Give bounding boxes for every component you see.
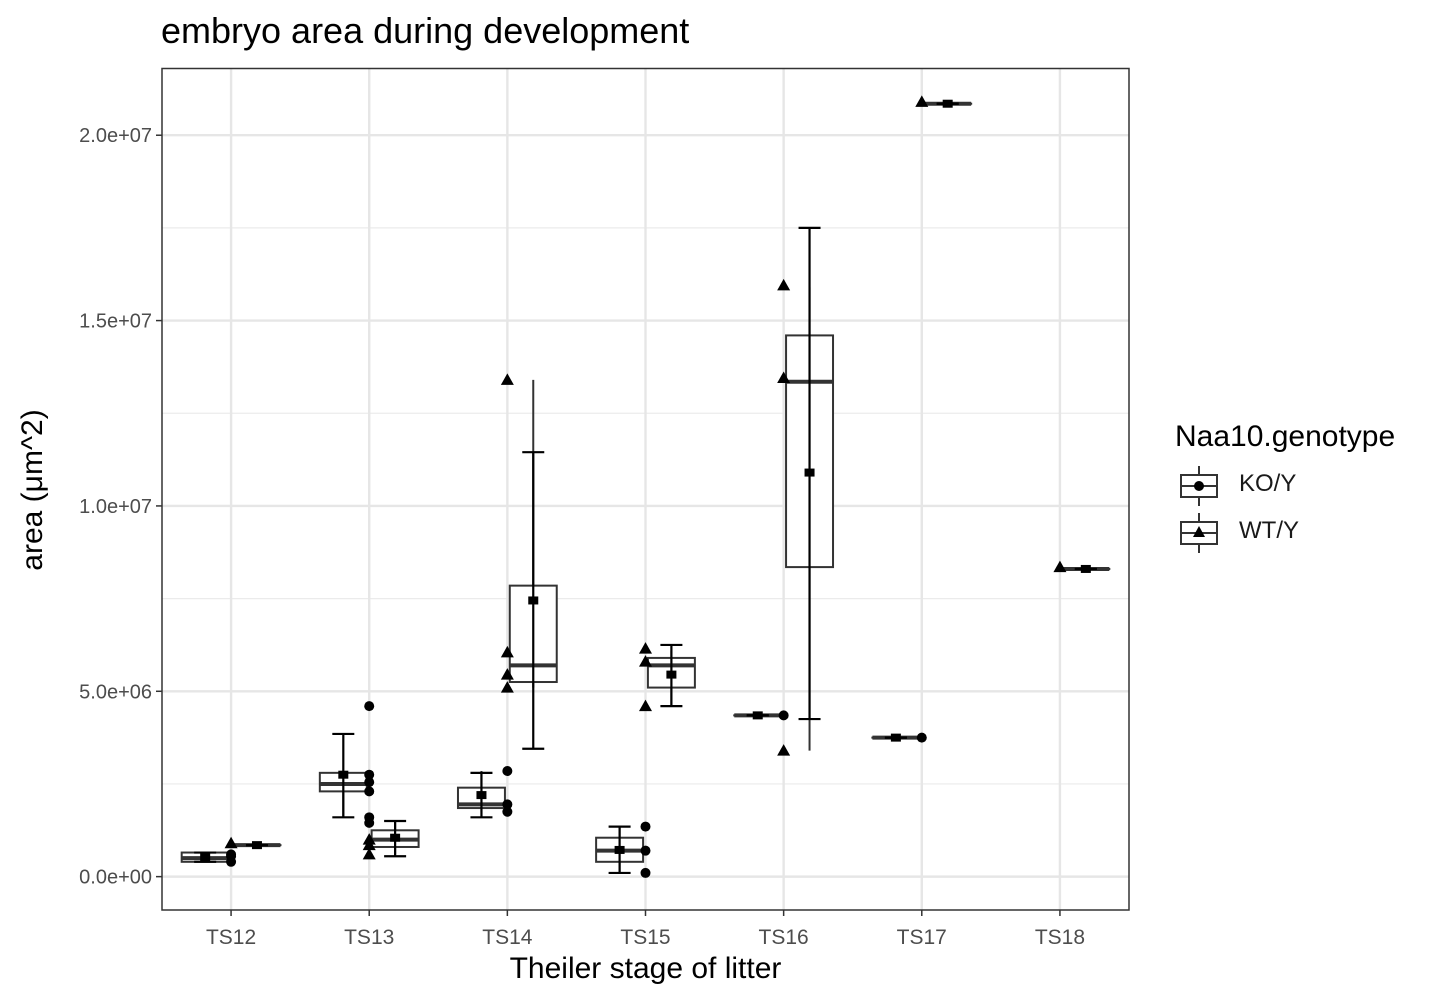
data-point-wt [1053, 560, 1067, 573]
box-koy-ts16 [733, 711, 783, 720]
axis-layer: 0.0e+00 5.0e+06 1.0e+07 1.5e+07 2.0e+07 TS12 T… [79, 125, 1085, 949]
box-koy-ts17 [871, 733, 921, 742]
data-point-wt [224, 836, 238, 849]
legend-label-wt: WT/Y [1239, 517, 1299, 544]
y-tick-label: 1.0e+07 [79, 496, 152, 518]
y-tick-label: 5.0e+06 [79, 681, 152, 703]
data-point-wt [639, 655, 652, 667]
box-koy-ts12 [180, 851, 230, 863]
mean-marker [528, 596, 539, 605]
mean-marker [752, 711, 763, 720]
chart-title: embryo area during development [161, 10, 690, 51]
mean-marker [390, 833, 401, 842]
x-tick-label: TS12 [206, 926, 256, 949]
x-tick-label: TS14 [482, 926, 533, 949]
data-point-ko [502, 765, 513, 776]
data-point-ko [502, 806, 513, 817]
x-axis-label: Theiler stage of litter [509, 952, 782, 985]
box-wty-ts14 [508, 379, 558, 750]
mean-marker [890, 733, 901, 742]
box-koy-ts15 [595, 825, 645, 875]
data-point-wt [777, 371, 791, 384]
data-point-ko [640, 821, 651, 832]
data-point-ko [226, 849, 237, 860]
data-point-ko [364, 769, 375, 780]
data-point-wt [500, 681, 514, 693]
mean-marker [614, 845, 625, 854]
x-tick-label: TS17 [897, 926, 947, 949]
box-koy-ts14 [456, 770, 506, 819]
x-tick-label: TS18 [1035, 926, 1085, 949]
data-point-ko [364, 786, 375, 797]
box-wty-ts15 [646, 643, 696, 708]
legend-key-circle-icon [1180, 466, 1218, 506]
data-point-wt [915, 95, 929, 107]
data-point-wt [777, 744, 791, 756]
data-point-ko [364, 817, 375, 828]
legend-title: Naa10.genotype [1175, 420, 1396, 453]
legend: Naa10.genotype KO/Y WT/Y [1175, 420, 1395, 558]
box-koy-ts13 [318, 732, 368, 819]
box-wty-ts13 [370, 819, 420, 858]
data-point-wt [639, 642, 652, 654]
data-point-wt [362, 847, 376, 860]
data-point-ko [640, 845, 651, 856]
mean-marker [476, 791, 487, 800]
legend-item-ko: KO/Y [1175, 464, 1395, 511]
mean-marker [338, 770, 349, 779]
point-layer [224, 95, 1067, 878]
x-tick-label: TS13 [344, 926, 394, 949]
box-wty-ts18 [1061, 564, 1111, 573]
data-point-ko [640, 867, 651, 878]
data-point-ko [916, 732, 927, 743]
y-tick-label: 2.0e+07 [79, 125, 152, 147]
data-point-wt [777, 278, 791, 291]
y-tick-label: 0.0e+00 [79, 867, 152, 889]
legend-item-wt: WT/Y [1175, 511, 1395, 558]
legend-label-ko: KO/Y [1239, 470, 1297, 497]
data-point-wt [639, 699, 652, 712]
data-point-wt [362, 838, 376, 851]
legend-key-triangle-icon [1180, 513, 1218, 553]
data-point-wt [500, 668, 514, 680]
box-wty-ts16 [785, 226, 835, 751]
y-tick-label: 1.5e+07 [79, 311, 152, 333]
mean-marker [666, 670, 677, 679]
y-axis-label: area (μm^2) [16, 409, 49, 570]
data-point-ko [364, 701, 375, 712]
data-point-wt [500, 373, 514, 385]
data-point-ko [778, 710, 789, 721]
mean-marker [200, 853, 211, 862]
data-point-ko [364, 777, 375, 788]
data-point-wt [500, 645, 514, 658]
mean-marker [804, 468, 815, 477]
grid-layer [162, 68, 1129, 910]
mean-marker [1080, 564, 1091, 573]
mean-marker [942, 99, 953, 108]
mean-marker [251, 841, 262, 850]
x-tick-label: TS16 [759, 926, 809, 949]
data-point-ko [502, 799, 513, 810]
x-tick-label: TS15 [620, 926, 670, 949]
